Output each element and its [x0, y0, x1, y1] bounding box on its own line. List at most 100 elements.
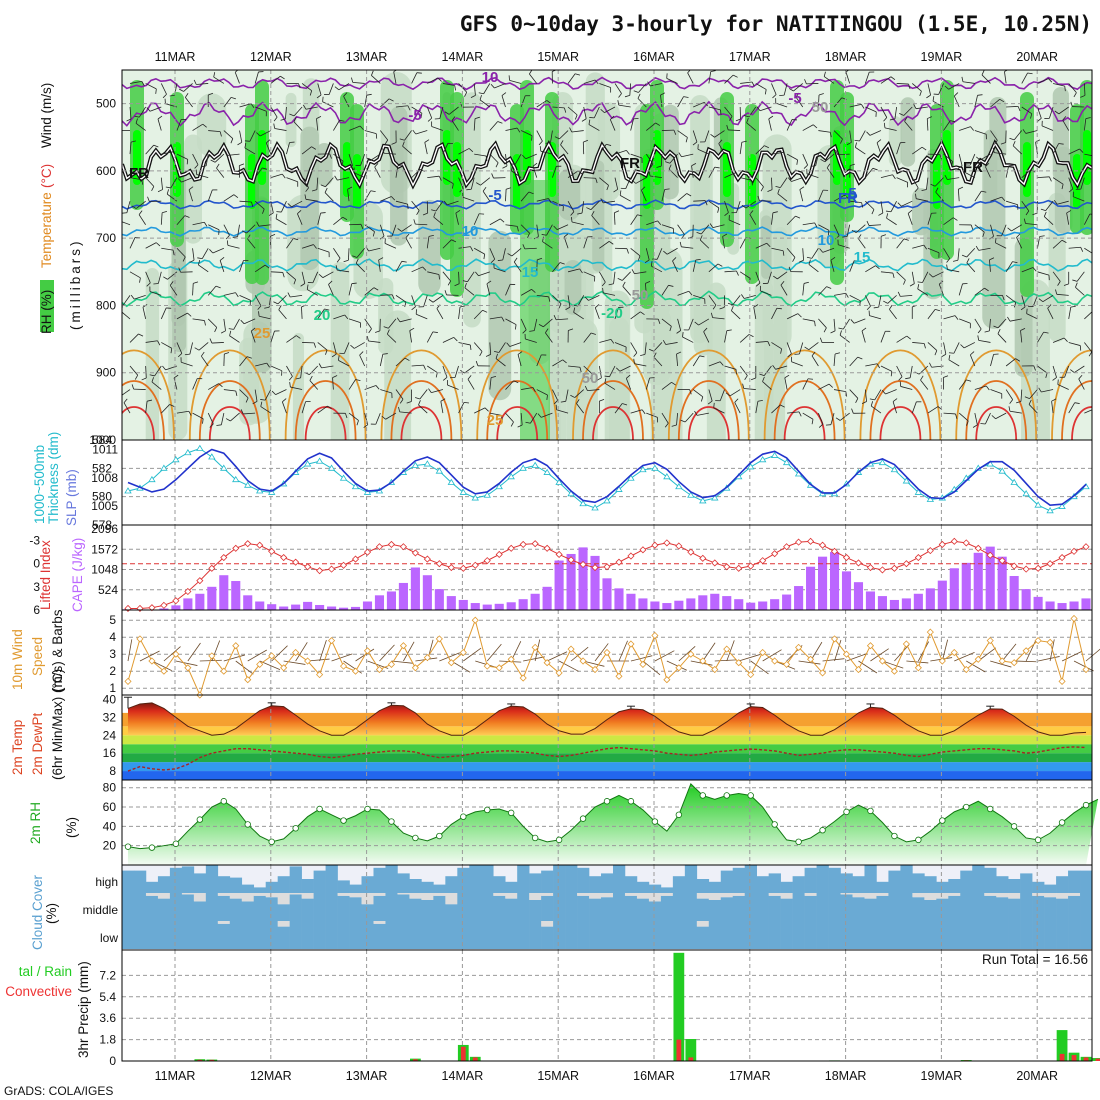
wind-barb: [356, 248, 365, 258]
wind-barb-flag: [324, 187, 328, 193]
wind-barb: [322, 271, 334, 278]
wind-barb-flag: [177, 178, 182, 183]
wind10m-barb: [990, 660, 1012, 668]
wind-barb-flag: [202, 418, 204, 424]
wind-barb: [708, 295, 717, 306]
cloud-cover-cell: [876, 881, 889, 893]
wind-barb: [454, 365, 459, 378]
wind-barb-flag: [954, 92, 959, 97]
wind10m-speed-point: [795, 643, 803, 651]
wind-barb-flag: [861, 401, 867, 405]
precip-convective-bar: [209, 1059, 215, 1061]
wind-barb: [833, 318, 836, 331]
cloud-cover-cell: [241, 884, 255, 893]
wind-barb-flag: [135, 118, 138, 124]
wind-barb: [281, 201, 287, 213]
wind-barb: [301, 244, 314, 249]
wind-barb-flag: [819, 248, 824, 253]
cloud-cover-cell: [972, 921, 985, 949]
wind10m-barb: [822, 658, 845, 662]
wind-barb: [890, 200, 897, 212]
wind-barb-flag: [228, 328, 234, 330]
wind10m-speed-point: [351, 667, 360, 675]
temperature-contour-warm: [1061, 380, 1092, 440]
wind-barb: [1083, 213, 1091, 225]
precip-tick: 7.2: [99, 968, 116, 982]
date-label-top: 18MAR: [825, 50, 867, 64]
cloud-cover-cell: [409, 921, 422, 949]
wind10m-barb: [642, 660, 661, 676]
wind-barb-flag: [506, 342, 511, 347]
wind-barb: [1073, 196, 1085, 202]
lifted-index-point: [387, 540, 396, 548]
cloud-clear-cell: [768, 893, 781, 896]
cloud-cover-cell: [744, 893, 757, 921]
wind-barb: [401, 224, 412, 232]
wind10m-barb: [906, 660, 929, 664]
wind-barb-flag: [637, 93, 641, 99]
temperature-contour-warm: [592, 406, 634, 440]
wind-barb-flag: [210, 159, 216, 163]
wind-barb-flag: [141, 377, 147, 381]
wind-barb: [927, 247, 940, 254]
wind-barb-flag: [420, 113, 423, 119]
wind-barb-flag: [892, 398, 898, 402]
cloud-cover-cell: [1032, 921, 1045, 949]
wind-barb: [815, 154, 819, 166]
thickness-point: [1010, 478, 1018, 485]
thickness-tick: 580: [92, 490, 112, 504]
wind-barb: [563, 236, 569, 249]
wind10m-speed-label: Speed: [30, 637, 45, 676]
rh-saturated-core: [933, 154, 941, 209]
wind-barb-flag: [194, 164, 199, 169]
wind-barb-flag: [601, 281, 606, 287]
wind-barb-flag: [355, 258, 359, 264]
wind-barb-flag: [1030, 113, 1033, 119]
wind-barb: [818, 412, 824, 425]
wind-barb: [328, 83, 334, 95]
cloud-cover-cell: [349, 897, 362, 921]
rh2m-point: [843, 808, 850, 816]
wind-barb: [793, 83, 803, 92]
wind-barb-flag: [600, 198, 604, 204]
wind-barb-flag: [155, 242, 161, 247]
wind-barb-flag: [513, 380, 519, 384]
wind-barb-flag: [806, 256, 812, 259]
wind-barb: [811, 355, 819, 367]
wind-barb-flag: [726, 125, 729, 131]
wind-barb-flag: [859, 300, 861, 306]
wind-barb: [533, 318, 538, 331]
wind-barb: [436, 308, 444, 320]
wind-barb: [122, 221, 131, 226]
wind-barb-flag: [683, 96, 689, 98]
wind-barb: [974, 287, 985, 296]
wind-barb: [270, 173, 283, 179]
wind-barb: [368, 247, 381, 252]
wind-barb-flag: [999, 98, 1005, 103]
wind-barb-flag: [375, 385, 380, 390]
wind-barb-flag: [141, 179, 144, 185]
precip-axis-label: 3hr Precip (mm): [76, 961, 91, 1058]
wind-barb-flag: [320, 184, 326, 188]
wind-barb-flag: [147, 399, 153, 402]
wind-barb-flag: [591, 211, 595, 216]
wind-barb: [1037, 331, 1044, 343]
wind-barb: [138, 214, 146, 225]
wind-barb-flag: [1085, 117, 1091, 120]
wind-barb-flag: [351, 282, 357, 285]
wind-barb-flag: [1064, 86, 1066, 92]
wind-barb: [509, 342, 522, 347]
cloud-cover-cell: [1044, 884, 1057, 893]
rh-band: [292, 332, 305, 440]
thickness-point: [711, 494, 719, 501]
wind-barb: [868, 224, 881, 226]
rh-band: [330, 262, 350, 440]
wind-barb-flag: [374, 163, 379, 168]
wind-barb: [990, 354, 994, 367]
wind-barb: [135, 200, 146, 209]
cloud-cover-cell: [660, 921, 674, 949]
cloud-clear-cell: [265, 893, 278, 898]
contour-label: -5: [843, 185, 856, 202]
wind-barb: [442, 271, 451, 282]
